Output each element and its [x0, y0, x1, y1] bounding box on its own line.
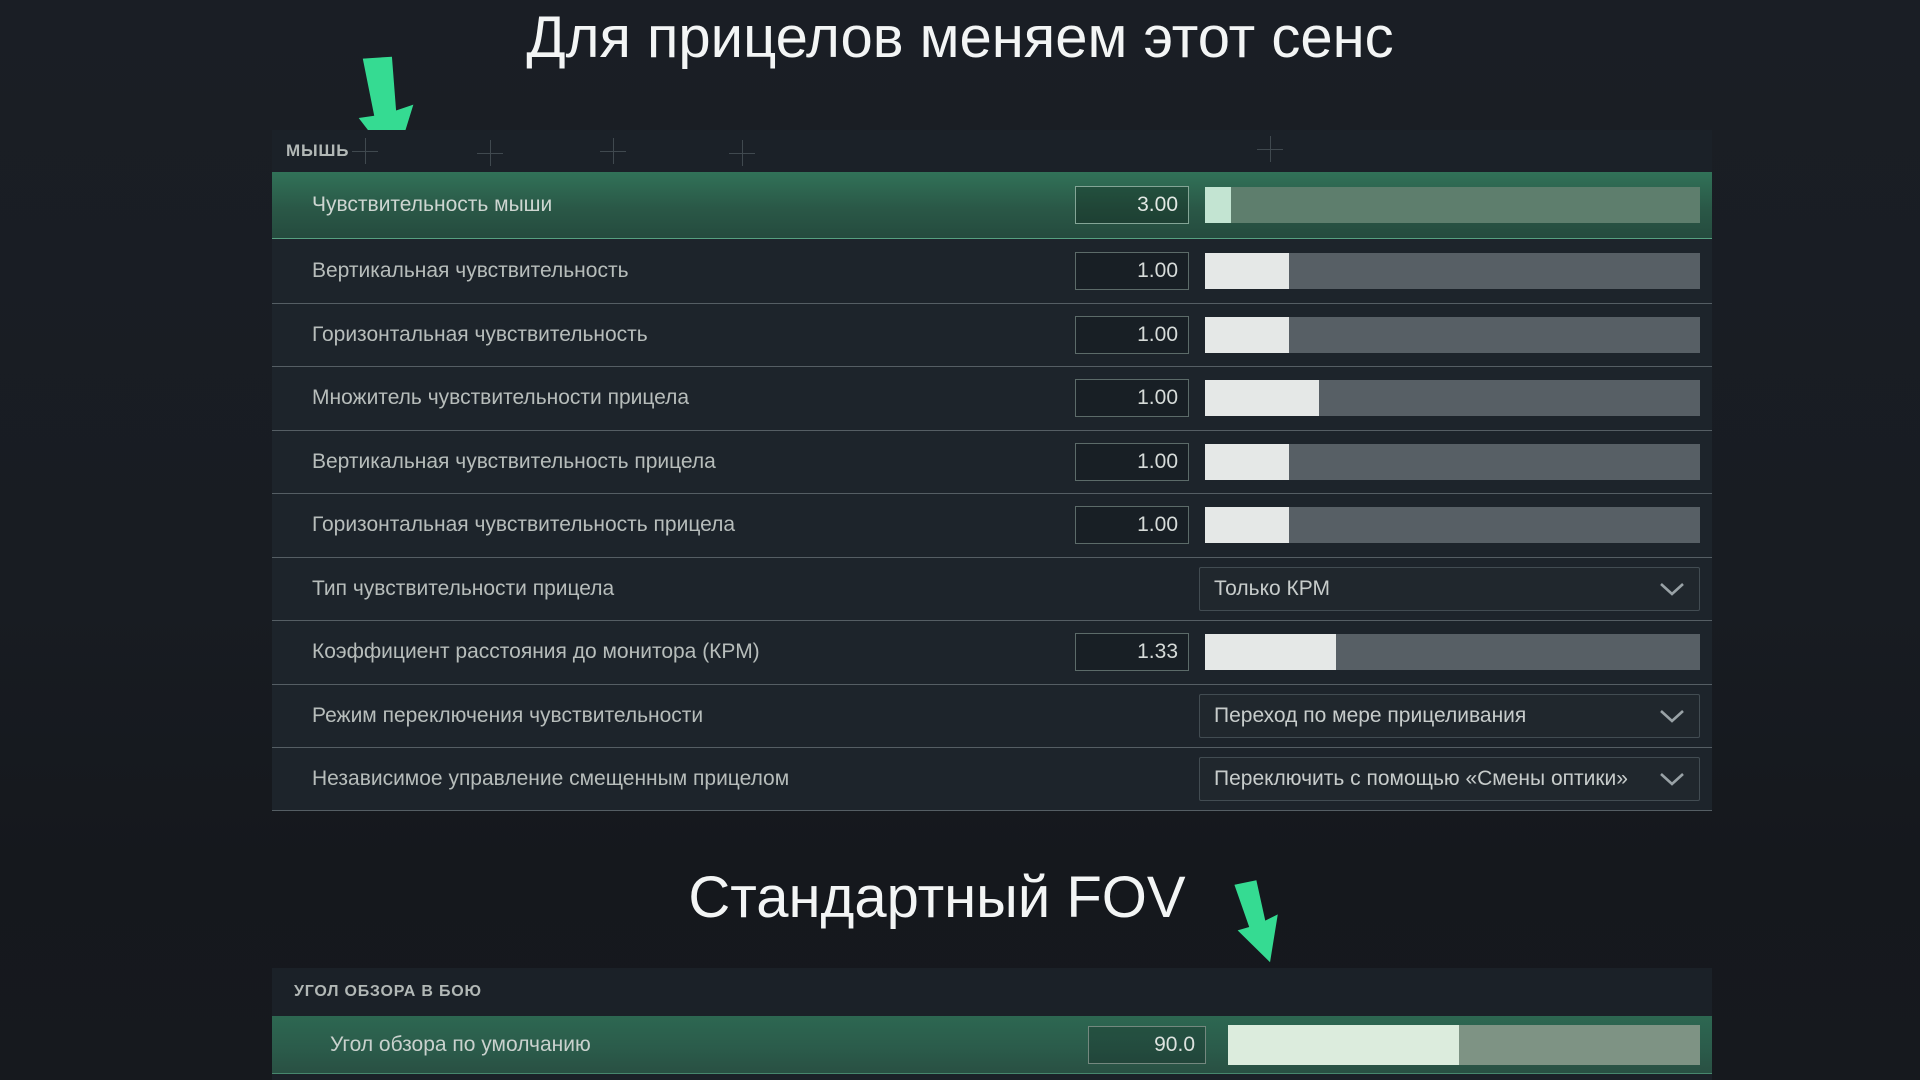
slider-fill: [1205, 507, 1290, 544]
annotation-title-top: Для прицелов меняем этот сенс: [526, 5, 1394, 70]
setting-label: Тип чувствительности прицела: [312, 576, 615, 600]
value-input[interactable]: 1.00: [1075, 442, 1189, 481]
value-input[interactable]: 1.00: [1075, 506, 1189, 545]
slider[interactable]: [1205, 634, 1700, 671]
slider-fill: [1205, 443, 1290, 480]
setting-label: Независимое управление смещенным прицело…: [312, 766, 790, 790]
chevron-down-icon: [1660, 582, 1684, 596]
slider-fill: [1228, 1024, 1460, 1065]
slider[interactable]: [1205, 380, 1700, 417]
dropdown-select[interactable]: Только КРМ: [1199, 566, 1700, 611]
mouse-settings-panel: МЫШЬ Чувствительность мыши 3.00 Вертикал…: [272, 130, 1712, 811]
value-input[interactable]: 1.00: [1075, 379, 1189, 418]
slider[interactable]: [1205, 187, 1700, 223]
slider-fill: [1205, 380, 1319, 417]
setting-row-aim-vertical-sensitivity[interactable]: Вертикальная чувствительность прицела 1.…: [272, 429, 1712, 493]
setting-row-mouse-sensitivity[interactable]: Чувствительность мыши 3.00: [272, 172, 1712, 239]
setting-row-sensitivity-switch-mode[interactable]: Режим переключения чувствительности Пере…: [272, 683, 1712, 747]
dropdown-value: Переключить с помощью «Смены оптики»: [1214, 766, 1628, 790]
dropdown-select[interactable]: Переключить с помощью «Смены оптики»: [1199, 756, 1700, 801]
fov-settings-panel: УГОЛ ОБЗОРА В БОЮ Угол обзора по умолчан…: [272, 968, 1712, 1080]
fov-section-header: УГОЛ ОБЗОРА В БОЮ: [294, 983, 482, 1000]
slider[interactable]: [1205, 316, 1700, 353]
slider-fill: [1205, 634, 1337, 671]
setting-row-aim-sensitivity-type[interactable]: Тип чувствительности прицела Только КРМ: [272, 556, 1712, 620]
setting-row-monitor-distance-coefficient[interactable]: Коэффициент расстояния до монитора (КРМ)…: [272, 620, 1712, 684]
setting-row-aim-sensitivity-multiplier[interactable]: Множитель чувствительности прицела 1.00: [272, 366, 1712, 430]
setting-row-vertical-sensitivity[interactable]: Вертикальная чувствительность 1.00: [272, 239, 1712, 303]
setting-label: Угол обзора по умолчанию: [330, 1032, 591, 1056]
setting-row-horizontal-sensitivity[interactable]: Горизонтальная чувствительность 1.00: [272, 302, 1712, 366]
setting-row-aim-horizontal-sensitivity[interactable]: Горизонтальная чувствительность прицела …: [272, 493, 1712, 557]
setting-label: Режим переключения чувствительности: [312, 703, 704, 727]
setting-label: Множитель чувствительности прицела: [312, 386, 690, 410]
value-input[interactable]: 1.00: [1075, 251, 1189, 290]
slider-fill: [1205, 252, 1290, 289]
setting-label: Горизонтальная чувствительность прицела: [312, 513, 736, 537]
setting-row-default-fov[interactable]: Угол обзора по умолчанию 90.0: [272, 1016, 1712, 1074]
setting-row-independent-offset-scope-control[interactable]: Независимое управление смещенным прицело…: [272, 747, 1712, 811]
slider-fill: [1205, 316, 1290, 353]
slider[interactable]: [1205, 443, 1700, 480]
setting-label: Коэффициент расстояния до монитора (КРМ): [312, 640, 760, 664]
dropdown-value: Переход по мере прицеливания: [1214, 703, 1527, 727]
green-arrow-down-icon: [1234, 880, 1278, 963]
value-input[interactable]: 1.00: [1075, 315, 1189, 354]
mouse-section-header: МЫШЬ: [286, 141, 350, 160]
slider[interactable]: [1205, 507, 1700, 544]
slider-fill: [1205, 187, 1231, 223]
value-input[interactable]: 1.33: [1075, 633, 1189, 672]
annotation-title-bottom: Стандартный FOV: [688, 865, 1186, 930]
setting-label: Вертикальная чувствительность прицела: [312, 449, 716, 473]
chevron-down-icon: [1660, 772, 1684, 786]
value-input[interactable]: 3.00: [1075, 186, 1189, 224]
setting-label: Чувствительность мыши: [312, 193, 553, 216]
value-input[interactable]: 90.0: [1088, 1025, 1206, 1064]
setting-label: Горизонтальная чувствительность: [312, 322, 648, 346]
setting-label: Вертикальная чувствительность: [312, 258, 629, 282]
dropdown-select[interactable]: Переход по мере прицеливания: [1199, 693, 1700, 738]
chevron-down-icon: [1660, 709, 1684, 723]
dropdown-value: Только КРМ: [1214, 576, 1331, 600]
slider[interactable]: [1205, 252, 1700, 289]
slider[interactable]: [1228, 1024, 1700, 1065]
